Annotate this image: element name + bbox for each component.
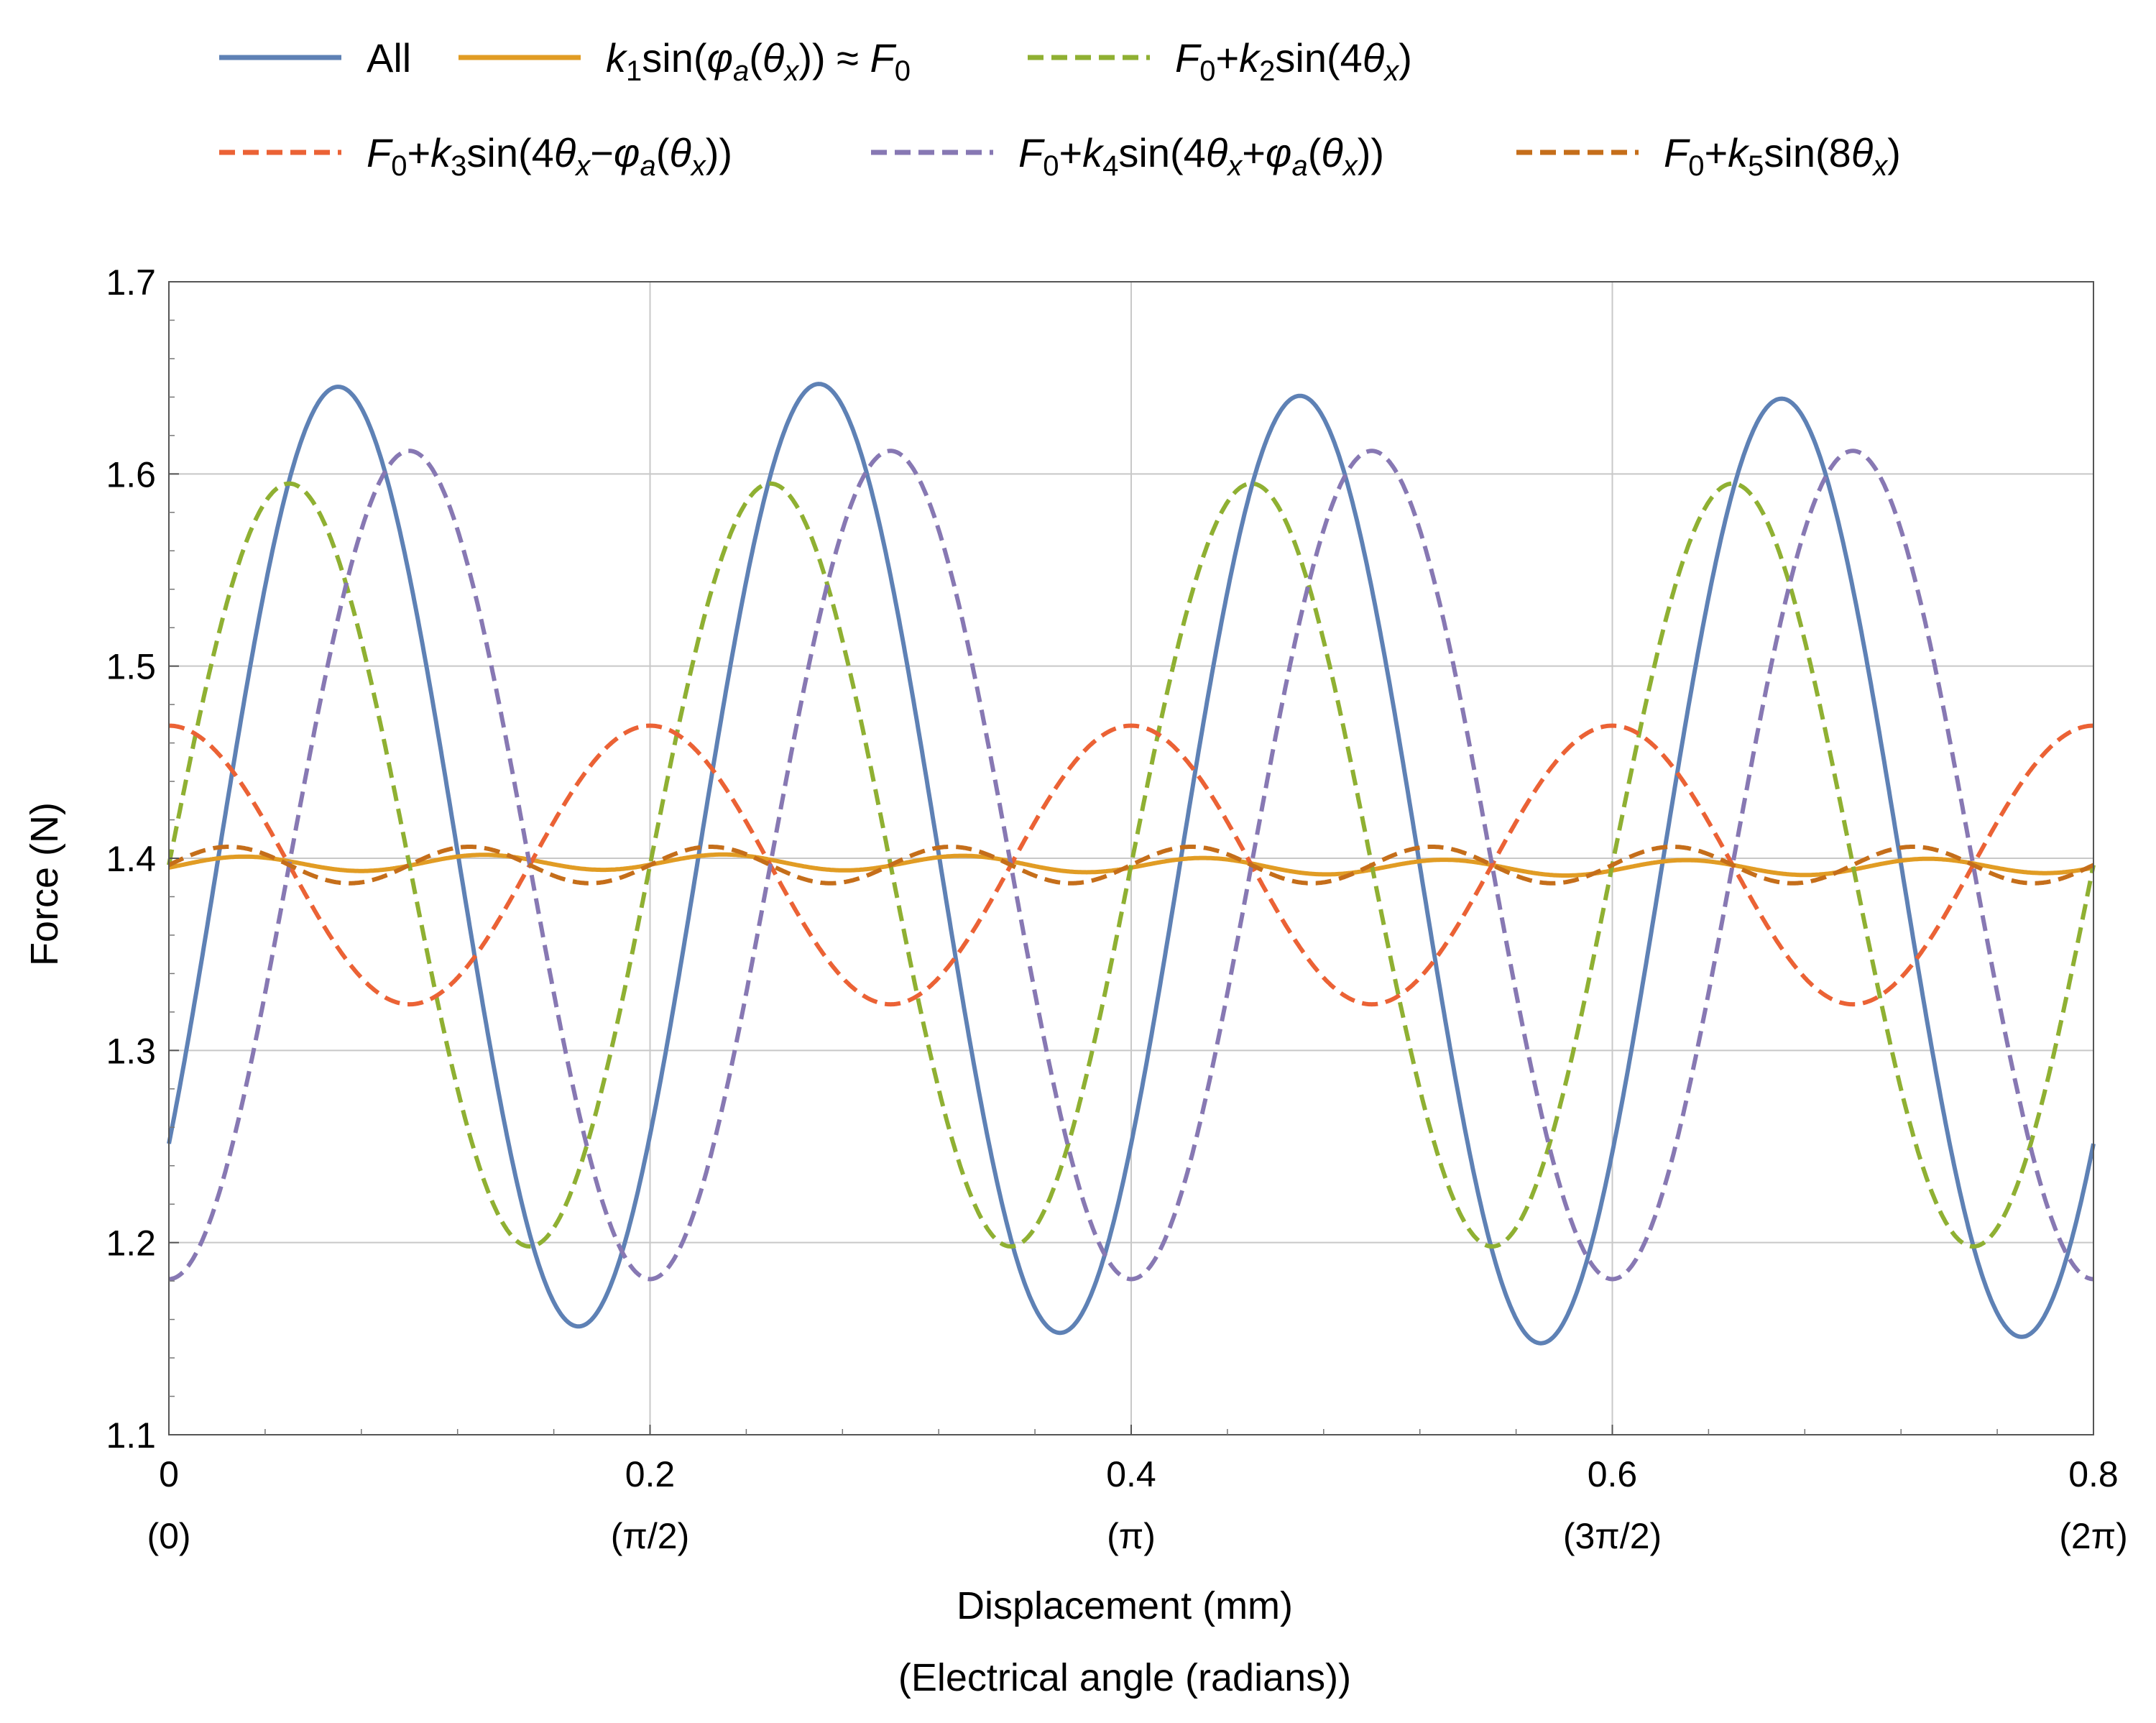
x-tick-sublabel: (0) xyxy=(147,1516,190,1556)
y-axis-title: Force (N) xyxy=(23,802,66,966)
legend-entry-k3: F0+k3sin(4θx−φa(θx)) xyxy=(219,130,732,182)
y-tick-label: 1.3 xyxy=(106,1031,156,1071)
x-axis-secondary-title: (Electrical angle (radians)) xyxy=(898,1656,1351,1699)
axis-ticks: 1.1 1.2 1.3 1.4 1.5 1.6 1.7 0 (0) 0.2 (π/2) 0.4 (π) 0… xyxy=(106,262,2127,1556)
x-axis-title: Displacement (mm) xyxy=(957,1584,1293,1627)
legend: All k1sin(φa(θx)) ≈ F0 F0+k2sin(4θx) F0+k3s… xyxy=(219,35,1901,182)
y-tick-label: 1.4 xyxy=(106,839,156,879)
legend-label: All xyxy=(367,35,411,81)
series-line-k3 xyxy=(167,723,2095,1007)
legend-entry-k1: k1sin(φa(θx)) ≈ F0 xyxy=(459,35,911,87)
legend-entry-k5: F0+k5sin(8θx) xyxy=(1516,130,1901,182)
series-line-k2 xyxy=(167,481,2096,1249)
series-line-all xyxy=(167,382,2096,1346)
data-series xyxy=(167,382,2096,1346)
legend-label: F0+k4sin(4θx+φa(θx)) xyxy=(1018,130,1384,182)
y-tick-label: 1.2 xyxy=(106,1223,156,1264)
x-tick-label: 0.2 xyxy=(625,1454,676,1494)
y-tick-label: 1.5 xyxy=(106,647,156,687)
x-tick-sublabel: (2π) xyxy=(2059,1516,2128,1556)
x-tick-label: 0.4 xyxy=(1106,1454,1156,1494)
legend-label: F0+k2sin(4θx) xyxy=(1175,35,1412,87)
y-tick-label: 1.1 xyxy=(106,1415,156,1456)
x-tick-label: 0.6 xyxy=(1588,1454,1638,1494)
legend-entry-k4: F0+k4sin(4θx+φa(θx)) xyxy=(871,130,1384,182)
x-tick-label: 0 xyxy=(159,1454,179,1494)
y-tick-label: 1.7 xyxy=(106,262,156,303)
series-line-k4 xyxy=(167,449,2095,1282)
legend-entry-k2: F0+k2sin(4θx) xyxy=(1028,35,1412,87)
legend-entry-all: All xyxy=(219,35,411,81)
legend-label: F0+k3sin(4θx−φa(θx)) xyxy=(367,130,732,182)
x-tick-sublabel: (π/2) xyxy=(611,1516,690,1556)
y-tick-label: 1.6 xyxy=(106,454,156,495)
x-tick-sublabel: (π) xyxy=(1107,1516,1156,1556)
x-tick-sublabel: (3π/2) xyxy=(1563,1516,1662,1556)
legend-label: k1sin(φa(θx)) ≈ F0 xyxy=(606,35,911,87)
x-tick-label: 0.8 xyxy=(2068,1454,2119,1494)
series-line-k5 xyxy=(167,845,2095,886)
legend-label: F0+k5sin(8θx) xyxy=(1664,130,1901,182)
